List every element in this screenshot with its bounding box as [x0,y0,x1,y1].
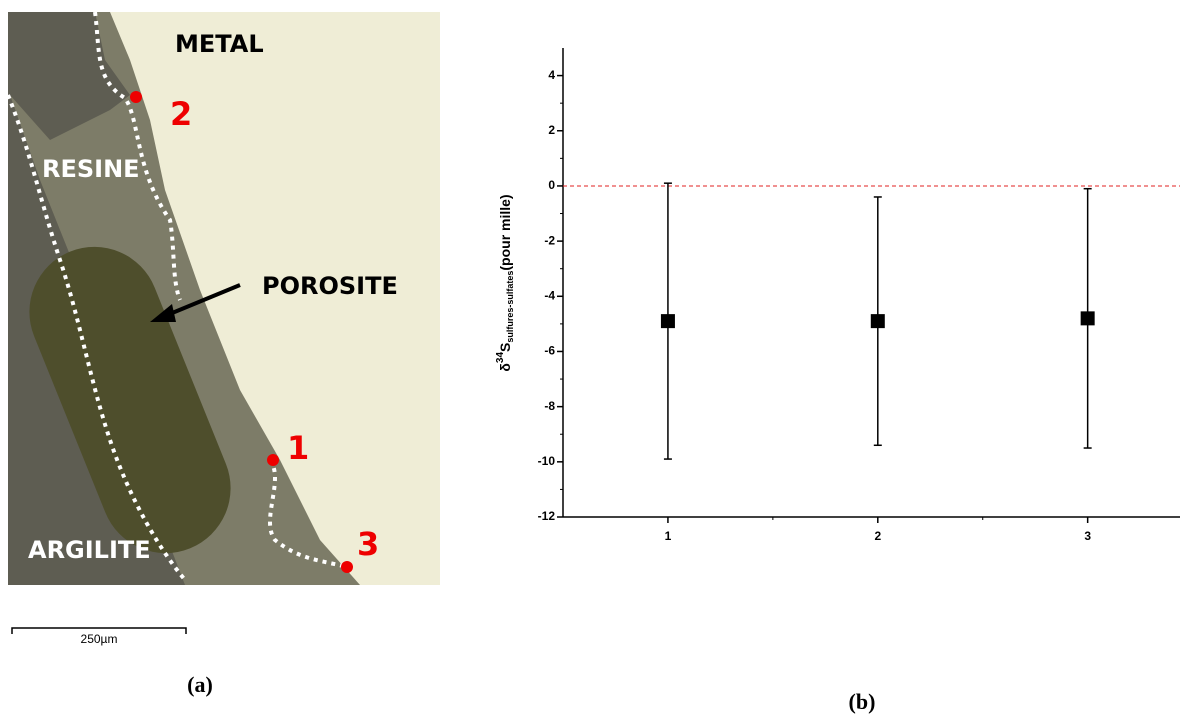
label: POROSITE [262,272,398,300]
x-tick-label: 1 [665,529,672,543]
point-dot [130,91,142,103]
point-label: 3 [357,525,379,563]
marker [660,314,675,329]
marker [870,314,885,329]
y-tick-label: -12 [538,509,556,523]
point-dot [341,561,353,573]
caption: (b) [849,689,876,714]
y-tick-label: -8 [544,399,555,413]
y-tick-label: -6 [544,344,555,358]
y-tick-label: 2 [548,123,555,137]
y-tick-label: -4 [544,288,555,302]
label: ARGILITE [28,536,151,564]
label: RESINE [42,155,140,183]
porosity [29,246,231,554]
point-label: 1 [287,429,309,467]
label: METAL [175,30,264,58]
scale-bar [11,627,187,634]
boundary [6,94,187,582]
micrograph: METAL RESINE POROSITE ARGILITE 1 2 3 250… [6,11,440,697]
x-tick-label: 2 [874,529,881,543]
point-label: 2 [170,95,192,133]
caption: (a) [187,672,213,697]
arrow-head [150,304,176,322]
y-tick-label: -2 [544,233,555,247]
marker [1080,311,1095,326]
x-tick-label: 3 [1084,529,1091,543]
scale-label: 250µm [81,632,118,646]
point-dot [267,454,279,466]
resin-area [10,12,360,585]
y-tick-label: -10 [538,454,556,468]
boundary [268,458,348,569]
y-axis-label: δ34Ssulfures-sulfates(pour mille) [495,194,516,371]
y-tick-label: 0 [548,178,555,192]
y-tick-label: 4 [548,68,555,82]
